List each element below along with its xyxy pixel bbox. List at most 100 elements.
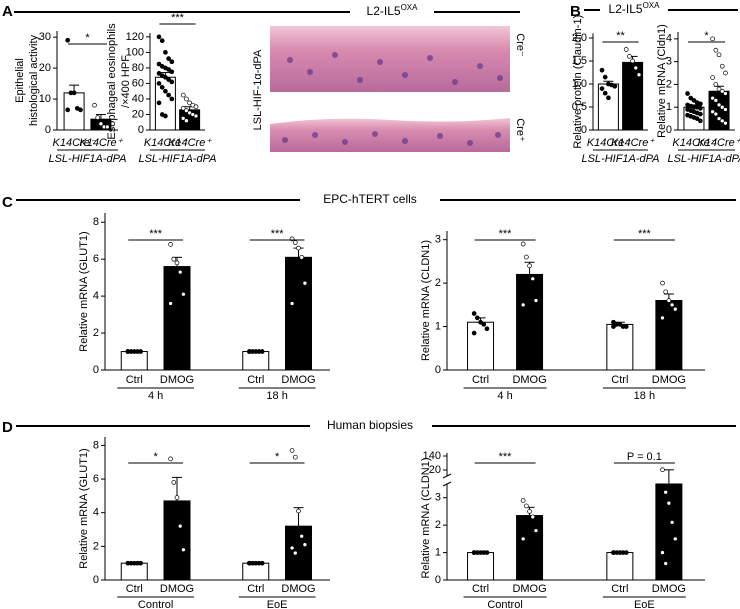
data-point [663,489,669,495]
panel-label: C [2,194,13,211]
data-point [299,254,305,260]
data-point [180,92,186,98]
data-point [688,95,694,101]
data-point [163,50,168,55]
data-point [672,536,678,542]
data-point [169,59,175,65]
data-point [669,302,675,308]
data-point [630,58,635,64]
y-tick-label: 1 [435,320,441,332]
data-point [171,480,177,485]
group-label: EoE [267,599,288,609]
data-point [156,81,162,86]
histology: LSL-HIF-1α-dPA Cre⁻ Cre⁺ [252,26,526,152]
data-point [471,550,477,555]
group-label: Control [138,599,173,609]
data-point [169,79,175,85]
y-tick-label: 4 [93,507,99,519]
group-label: LSL-HIF1A-dPA [667,153,740,165]
data-point [168,242,173,247]
panel-label: D [2,419,13,436]
data-point [481,322,487,327]
data-point [710,109,715,115]
data-point [193,104,199,110]
data-point [259,349,265,354]
data-point [623,550,629,555]
data-point [602,90,608,96]
y-tick-label: 100 [126,46,144,58]
data-point [180,116,186,121]
data-point [627,54,632,59]
bar [622,61,644,131]
y-tick-label: 1.5 [572,55,587,67]
y-tick-label: 0 [93,364,99,376]
bar [242,351,270,371]
data-point [527,509,532,514]
x-tick-label: K14Cre⁻ [144,137,188,149]
data-point [719,88,725,94]
data-point [177,523,183,529]
x-tick-label: Ctrl [472,583,489,595]
x-tick-label: DMOG [281,374,315,386]
data-point [92,102,97,108]
y-tick-label: 0.5 [572,101,587,113]
data-point [530,276,536,282]
y-tick-label: 2 [93,540,99,552]
histology-image [270,118,510,152]
header: L2-IL5OXA [367,3,419,18]
data-point [698,111,703,117]
data-point [633,65,639,71]
y-tick-label: 0 [45,124,51,136]
image-label: LSL-HIF-1α-dPA [252,49,264,130]
data-point [247,560,252,566]
data-point [163,113,168,119]
y-tick-label: 6 [93,253,99,265]
bar [285,256,312,371]
bar [467,552,495,581]
data-point [166,92,171,98]
significance-label: * [275,451,280,463]
data-point [713,82,719,87]
y-tick-label: 1 [666,101,672,113]
header: Human biopsies [327,418,413,432]
significance-label: *** [171,12,185,24]
y-tick-label: 4 [93,290,99,302]
group-label: 4 h [148,390,163,402]
x-tick-label: K14Cre⁺ [168,137,212,149]
x-tick-label: Ctrl [126,583,143,595]
data-point [612,83,618,89]
y-tick-label: 8 [93,439,99,451]
y-tick-label: 3 [435,234,441,246]
data-point [663,561,669,566]
x-tick-label: K14Cre⁻ [587,137,631,149]
data-point [289,301,295,306]
data-point [166,77,171,82]
y-tick-label: 140 [423,450,441,462]
x-tick-label: K14Cre⁺ [611,137,655,149]
data-point [184,96,189,102]
data-point [623,324,629,329]
data-point [660,467,665,473]
bar [516,515,544,581]
data-point [524,503,529,509]
data-point [694,116,700,121]
data-point [719,63,725,69]
y-tick-label: 8 [93,216,99,228]
data-point [296,508,301,514]
y-axis-label: Esophageal eosinophils [106,23,118,140]
significance-label: * [85,32,90,44]
data-point [710,36,715,42]
significance-label: *** [499,228,513,240]
significance-label: *** [271,228,285,240]
y-tick-label: 20 [429,464,441,476]
bar [467,321,495,371]
data-point [156,100,162,106]
data-point [247,349,252,354]
data-point [698,118,703,124]
significance-label: *** [499,451,513,463]
data-point [602,74,608,80]
data-point [471,330,477,336]
significance-label: *** [638,228,652,240]
data-point [156,34,162,40]
axis-break [442,481,452,487]
